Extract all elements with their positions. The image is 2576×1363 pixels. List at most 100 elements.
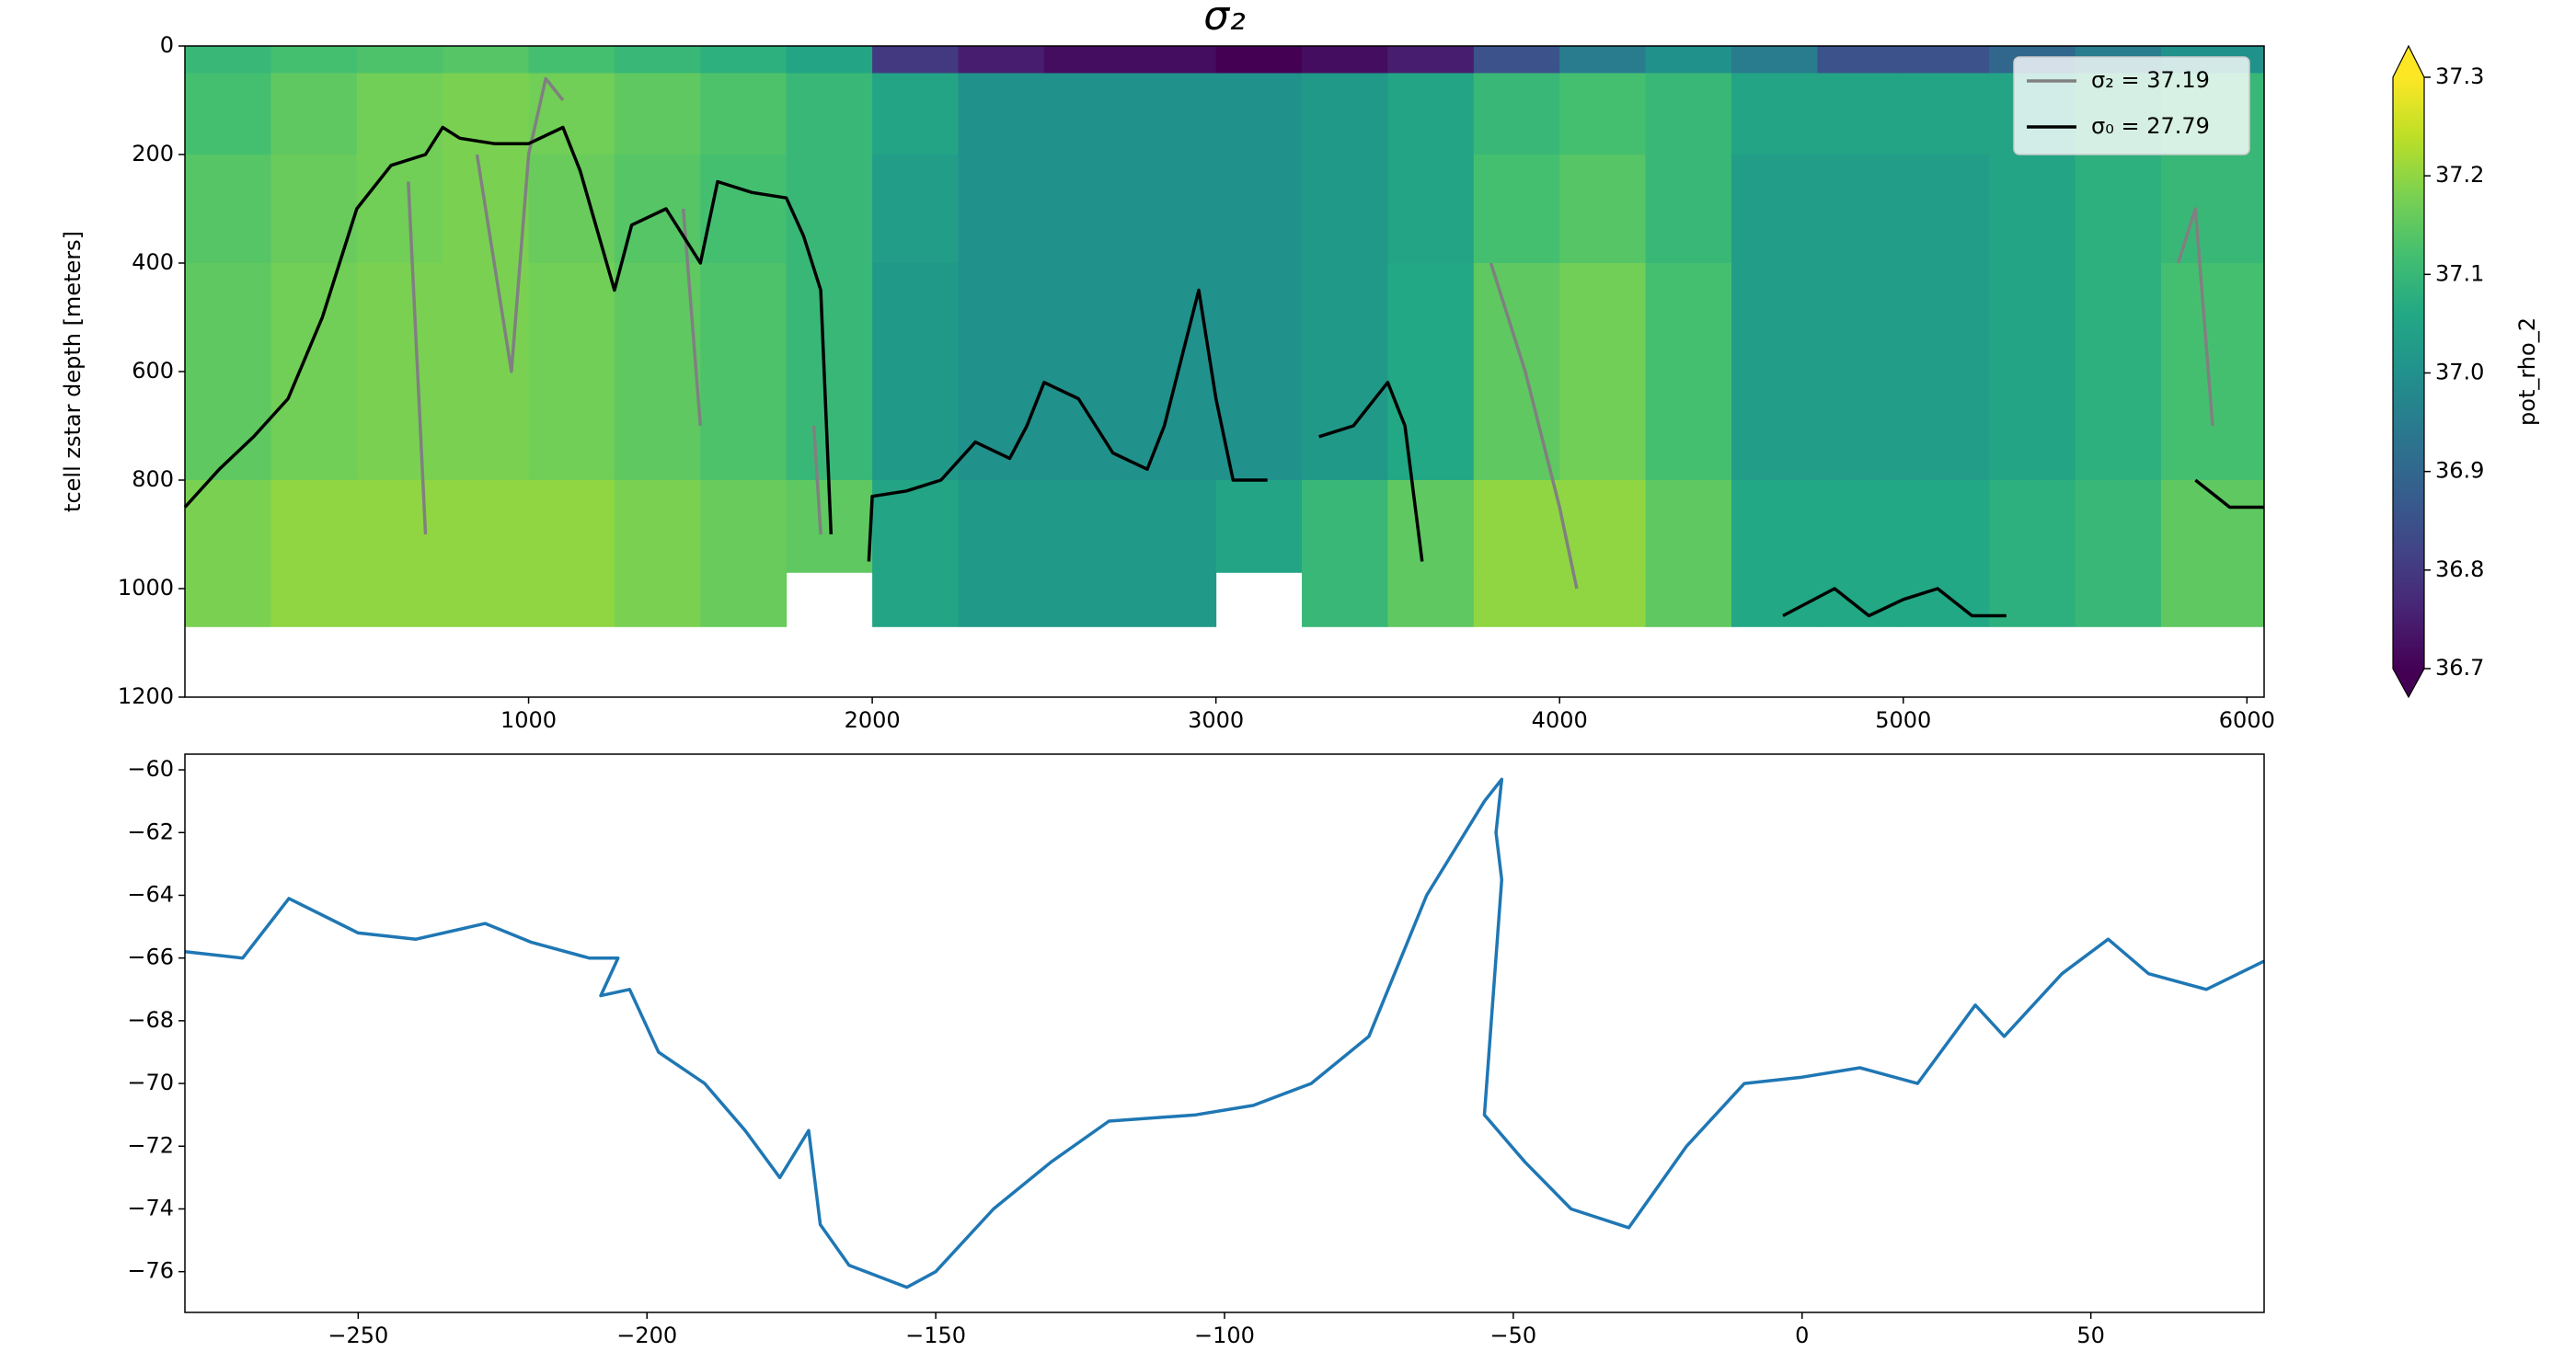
colorbar-extend bbox=[2393, 669, 2424, 697]
heatmap-cell bbox=[528, 572, 615, 627]
heatmap-cell bbox=[1473, 480, 1560, 573]
y-tick-label: 0 bbox=[160, 32, 174, 58]
heatmap-cell bbox=[185, 73, 271, 155]
heatmap-cell bbox=[270, 572, 358, 627]
y-tick-label: −62 bbox=[127, 819, 174, 844]
heatmap-cell bbox=[1130, 572, 1217, 627]
heatmap-cell bbox=[1043, 572, 1131, 627]
heatmap-cell bbox=[356, 46, 443, 74]
x-tick-label: −100 bbox=[1194, 1323, 1255, 1348]
heatmap-cell bbox=[1473, 263, 1560, 481]
heatmap-cell bbox=[1302, 263, 1388, 481]
heatmap-cell bbox=[443, 263, 530, 481]
y-tick-label: −70 bbox=[127, 1070, 174, 1095]
heatmap-cell bbox=[356, 480, 443, 573]
heatmap-cell bbox=[1215, 263, 1303, 481]
y-tick-label: −74 bbox=[127, 1195, 174, 1220]
heatmap-cell bbox=[1903, 480, 1990, 573]
colorbar-tick-label: 36.9 bbox=[2435, 458, 2484, 484]
heatmap-cell bbox=[1387, 572, 1475, 627]
heatmap-cell bbox=[1731, 155, 1818, 264]
heatmap-cell bbox=[1645, 572, 1732, 627]
heatmap-cell bbox=[1559, 572, 1647, 627]
heatmap-cell bbox=[786, 46, 873, 74]
heatmap-cell bbox=[786, 73, 873, 155]
heatmap-cell bbox=[1989, 572, 2076, 627]
heatmap-cell bbox=[872, 73, 959, 155]
heatmap-cell bbox=[1731, 73, 1818, 155]
heatmap-cell bbox=[2075, 572, 2162, 627]
y-tick-label: −66 bbox=[127, 945, 174, 970]
heatmap-cell bbox=[270, 73, 358, 155]
heatmap-cell bbox=[356, 73, 443, 155]
contour-line bbox=[183, 125, 2264, 618]
heatmap-cell bbox=[872, 572, 959, 627]
heatmap-cell bbox=[1731, 480, 1818, 573]
heatmap-cell bbox=[528, 73, 615, 155]
heatmap-cell bbox=[185, 263, 271, 481]
heatmap-cell bbox=[443, 46, 530, 74]
heatmap-cell bbox=[1387, 73, 1475, 155]
x-tick-label: 5000 bbox=[1875, 707, 1931, 733]
heatmap-cell bbox=[1645, 73, 1732, 155]
colorbar bbox=[2393, 77, 2424, 669]
chart-title: σ₂ bbox=[1203, 0, 1246, 40]
legend-label: σ₀ = 27.79 bbox=[2091, 113, 2210, 139]
heatmap-cell bbox=[700, 155, 788, 264]
heatmap-cell bbox=[1903, 73, 1990, 155]
heatmap-cell bbox=[1215, 155, 1303, 264]
y-tick-label: −76 bbox=[127, 1258, 174, 1284]
heatmap-cell bbox=[2160, 155, 2265, 264]
heatmap-cell bbox=[443, 572, 530, 627]
x-tick-label: −50 bbox=[1490, 1323, 1537, 1348]
y-tick-label: −72 bbox=[127, 1132, 174, 1158]
heatmap-cell bbox=[185, 46, 271, 74]
heatmap-cell bbox=[1817, 480, 1904, 573]
heatmap-cell bbox=[443, 480, 530, 573]
colorbar-extend bbox=[2393, 46, 2424, 77]
heatmap-cell bbox=[1215, 480, 1303, 573]
y-tick-label: −68 bbox=[127, 1007, 174, 1033]
heatmap-cell bbox=[2075, 155, 2162, 264]
colorbar-tick-label: 37.0 bbox=[2435, 360, 2484, 385]
heatmap-cell bbox=[270, 155, 358, 264]
heatmap-cell bbox=[1645, 263, 1732, 481]
heatmap-cell bbox=[528, 263, 615, 481]
y-tick-label: 400 bbox=[132, 249, 174, 275]
heatmap-cell bbox=[700, 46, 788, 74]
heatmap-cell bbox=[1817, 46, 1904, 74]
y-tick-label: 600 bbox=[132, 358, 174, 384]
heatmap-cell bbox=[356, 263, 443, 481]
heatmap-cell bbox=[1989, 263, 2076, 481]
colorbar-tick-label: 36.7 bbox=[2435, 655, 2484, 681]
heatmap-cell bbox=[1302, 73, 1388, 155]
colorbar-tick-label: 36.8 bbox=[2435, 556, 2484, 582]
heatmap-cell bbox=[2075, 480, 2162, 573]
heatmap-cell bbox=[1130, 480, 1217, 573]
heatmap-cell bbox=[958, 73, 1045, 155]
heatmap-cell bbox=[1903, 155, 1990, 264]
heatmap-cell bbox=[1645, 155, 1732, 264]
heatmap-cell bbox=[614, 73, 701, 155]
heatmap-cell bbox=[1302, 572, 1388, 627]
heatmap-cell bbox=[958, 480, 1045, 573]
heatmap-cell bbox=[1473, 46, 1560, 74]
y-tick-label: 200 bbox=[132, 141, 174, 166]
heatmap-cell bbox=[1043, 155, 1131, 264]
heatmap-cell bbox=[1215, 46, 1303, 74]
heatmap-cell bbox=[1903, 572, 1990, 627]
heatmap-cell bbox=[700, 263, 788, 481]
heatmap-cell bbox=[1387, 480, 1475, 573]
heatmap-cell bbox=[1559, 155, 1647, 264]
heatmap-cell bbox=[1731, 263, 1818, 481]
heatmap-cell bbox=[958, 572, 1045, 627]
heatmap-cell bbox=[958, 46, 1045, 74]
heatmap-cell bbox=[1903, 46, 1990, 74]
colorbar-tick-label: 37.3 bbox=[2435, 63, 2484, 89]
heatmap-cell bbox=[614, 263, 701, 481]
heatmap-cell bbox=[1130, 46, 1217, 74]
y-tick-label: −60 bbox=[127, 756, 174, 782]
x-tick-label: 50 bbox=[2076, 1323, 2105, 1348]
heatmap-cell bbox=[786, 155, 873, 264]
